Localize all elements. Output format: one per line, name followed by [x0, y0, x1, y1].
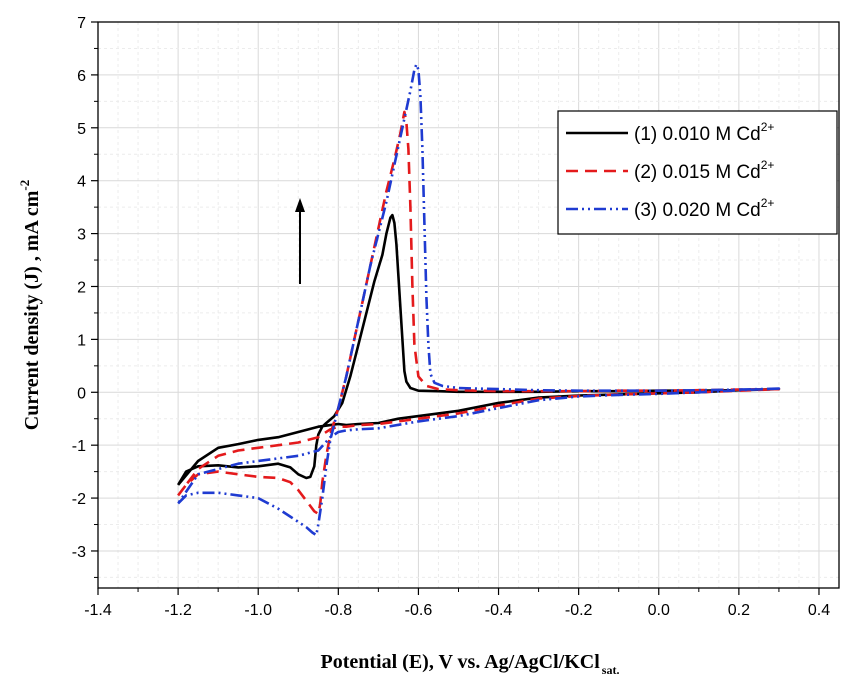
- y-tick-label: 0: [77, 385, 86, 402]
- x-tick-label: -0.2: [565, 602, 593, 619]
- series-group: [176, 63, 781, 537]
- x-tick-label: -1.0: [244, 602, 272, 619]
- x-axis-title: Potential (E), V vs. Ag/AgCl/KCl sat.: [321, 651, 620, 677]
- y-tick-label: 1: [77, 332, 86, 349]
- axis-ticks: -1.4 -1.2 -1.0 -0.8 -0.6 -0.4 -0.2 0.0 0.2 0.4 -3 -…: [72, 15, 830, 619]
- x-axis-label: Potential (E), V vs. Ag/AgCl/KCl: [321, 651, 601, 673]
- y-tick-label: -2: [72, 491, 86, 508]
- x-tick-label: -0.6: [405, 602, 433, 619]
- svg-text:Potential (E), V vs. Ag/AgCl/K: Potential (E), V vs. Ag/AgCl/KCl sat.: [321, 651, 620, 677]
- y-tick-label: -3: [72, 544, 86, 561]
- x-tick-label: 0.0: [648, 602, 670, 619]
- x-tick-label: -1.4: [84, 602, 112, 619]
- legend-label-3: (3) 0.020 M Cd2+: [634, 196, 774, 221]
- series-line-3: [177, 63, 781, 537]
- x-tick-label: -0.8: [325, 602, 353, 619]
- x-tick-label: 0.2: [728, 602, 750, 619]
- y-axis-title: Current density (J) , mA cm-2: [17, 180, 43, 430]
- plot-frame: [97, 21, 840, 589]
- x-tick-label: -1.2: [164, 602, 192, 619]
- x-tick-label: -0.4: [485, 602, 513, 619]
- legend-label-2: (2) 0.015 M Cd2+: [634, 158, 774, 183]
- grid: [97, 21, 840, 588]
- arrow-annotation: [295, 198, 305, 284]
- y-axis-label-superscript: -2: [17, 180, 32, 191]
- legend-label-1: (1) 0.010 M Cd2+: [634, 120, 774, 145]
- y-tick-label: 7: [77, 15, 86, 32]
- svg-text:Current density (J) , mA cm-2: Current density (J) , mA cm-2: [17, 180, 43, 430]
- y-tick-label: 6: [77, 68, 86, 85]
- x-tick-label: 0.4: [808, 602, 830, 619]
- legend-box: [557, 110, 838, 235]
- y-tick-label: 5: [77, 121, 86, 138]
- y-tick-label: 2: [77, 279, 86, 296]
- y-tick-label: -1: [72, 438, 86, 455]
- y-axis-label: Current density (J) , mA cm: [21, 190, 43, 430]
- y-tick-label: 4: [77, 174, 86, 191]
- x-axis-label-subscript: sat.: [602, 663, 620, 677]
- y-tick-label: 3: [77, 227, 86, 244]
- legend: (1) 0.010 M Cd2+ (2) 0.015 M Cd2+ (3) 0.02…: [557, 110, 838, 235]
- series-line-2: [177, 110, 781, 516]
